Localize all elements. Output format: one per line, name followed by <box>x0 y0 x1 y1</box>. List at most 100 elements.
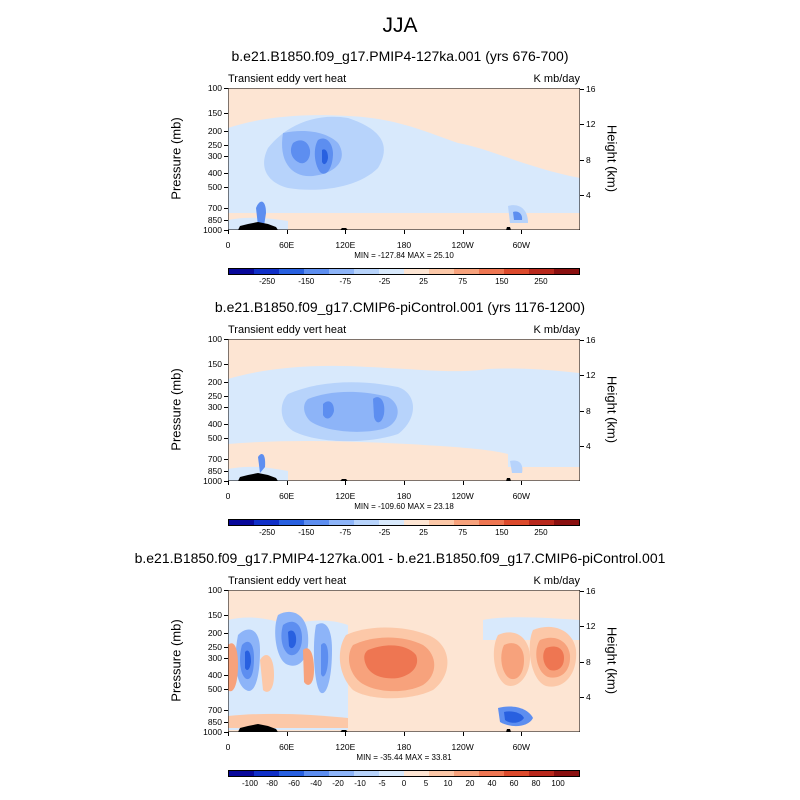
panel-2-ylabel-right: Height (km) <box>604 375 620 444</box>
panel-3-lon-tick-mark <box>404 732 405 736</box>
colorbar-swatch <box>304 269 329 274</box>
panel-1-colorbar-tick-label: -25 <box>378 277 391 286</box>
panel-2-pressure-tick-label: 200 <box>207 376 222 387</box>
panel-2-pressure-tick-label: 250 <box>207 390 222 401</box>
panel-3-height-tick-mark <box>580 591 584 593</box>
panel-1-colorbar-tick-label: 150 <box>495 277 509 286</box>
colorbar-swatch <box>379 269 404 274</box>
panel-3-lon-tick-mark <box>462 732 464 736</box>
panel-1-pressure-tick-label: 500 <box>207 182 222 193</box>
panel-3-pressure-tick-label: 150 <box>207 610 222 620</box>
panel-2-height-tick-mark <box>580 375 584 377</box>
panel-2-lon-tick-label: 120E <box>335 491 356 501</box>
colorbar-swatch <box>279 771 304 776</box>
panel-3-pressure-tick-mark <box>224 590 228 591</box>
panel-3-colorbar-tick-label: -60 <box>288 779 300 788</box>
panel-1-height-tick-label: 4 <box>586 189 591 200</box>
panel-2-lon-tick-mark <box>345 481 347 485</box>
panel-2-height-tick-mark <box>580 340 584 342</box>
panel-2-pressure-tick-label: 500 <box>207 433 222 444</box>
panel-2-pressure-tick-label: 850 <box>207 465 222 476</box>
panel-3-pressure-tick-mark <box>224 732 228 733</box>
panel-2-pressure-tick-mark <box>224 424 228 426</box>
panel-2-lon-tick-mark <box>286 481 288 485</box>
colorbar-swatch <box>329 520 354 525</box>
colorbar-swatch <box>379 771 404 776</box>
panel-2-colorbar-tick-label: -150 <box>298 528 315 537</box>
panel-2-height-tick-label: 8 <box>586 405 591 416</box>
panel-3-colorbar-tick-label: 100 <box>551 779 565 788</box>
panel-3-pressure-tick-label: 200 <box>207 627 222 638</box>
panel-2-pressure-tick-mark <box>224 481 228 482</box>
panel-1-colorbar-tick-label: -75 <box>339 277 352 286</box>
panel-1-height-tick-label: 8 <box>586 154 591 165</box>
panel-1-colorbar-tick-label: -150 <box>298 277 315 286</box>
panel-2-colorbar-tick-label: 250 <box>534 528 548 537</box>
panel-2-height-tick-mark <box>580 445 584 447</box>
panel-2-pressure-tick-mark <box>224 395 228 397</box>
panel-1-height-tick-label: 16 <box>586 84 596 95</box>
panel-1-lon-tick-label: 120W <box>451 240 474 250</box>
panel-1-lon-tick-mark <box>404 230 405 234</box>
colorbar-swatch <box>354 520 379 525</box>
panel-2-height-tick-label: 12 <box>586 370 596 381</box>
colorbar-swatch <box>504 771 529 776</box>
panel-3-colorbar-tick-label: 60 <box>509 779 519 788</box>
colorbar-swatch <box>479 520 504 525</box>
panel-2-pressure-tick-mark <box>224 406 228 408</box>
panel-1-height-tick-mark <box>580 89 584 91</box>
panel-1-pressure-tick-mark <box>224 155 228 157</box>
colorbar-swatch <box>529 269 554 274</box>
panel-2-minmax: MIN = -109.60 MAX = 23.18 <box>354 502 454 511</box>
panel-1-lon-tick-label: 180 <box>396 240 412 250</box>
panel-1-colorbar <box>228 268 580 275</box>
figure-title: JJA <box>382 14 418 37</box>
panel-3-pressure-tick-mark <box>224 721 228 723</box>
panel-3-colorbar-tick-label: 10 <box>443 779 453 788</box>
colorbar-swatch <box>229 269 254 274</box>
colorbar-swatch <box>529 520 554 525</box>
panel-1-pressure-tick-mark <box>224 144 228 146</box>
panel-2-lon-tick-label: 0 <box>225 491 231 501</box>
colorbar-swatch <box>279 269 304 274</box>
panel-3-colorbar-tick-label: -10 <box>354 779 366 788</box>
panel-1-lon-tick-label: 120E <box>335 240 356 250</box>
colorbar-swatch <box>554 269 579 274</box>
panel-1-lon-tick-mark <box>521 230 523 234</box>
panel-2-pressure-tick-mark <box>224 470 228 472</box>
colorbar-swatch <box>404 269 429 274</box>
panel-2-pressure-tick-label: 400 <box>207 419 222 430</box>
colorbar-swatch <box>404 520 429 525</box>
panel-1-pressure-tick-mark <box>224 230 228 231</box>
panel-3-pressure-tick-label: 400 <box>207 670 222 681</box>
panel-3-ylabel-right: Height (km) <box>604 626 620 695</box>
colorbar-swatch <box>329 269 354 274</box>
panel-3-pressure-tick-label: 1000 <box>203 727 222 737</box>
panel-2-colorbar-tick-label: -25 <box>378 528 391 537</box>
colorbar-swatch <box>429 520 454 525</box>
panel-2-units-label: K mb/day <box>533 324 580 336</box>
panel-2-pressure-tick-label: 700 <box>207 454 222 464</box>
panel-2-pressure-tick-mark <box>224 339 228 340</box>
panel-2-pressure-tick-mark <box>224 364 228 365</box>
panel-2-pressure-tick-label: 100 <box>207 334 222 344</box>
panel-1-pressure-tick-mark <box>224 113 228 114</box>
panel-1-height-tick-label: 12 <box>586 119 596 130</box>
panel-1-pressure-tick-mark <box>224 219 228 221</box>
colorbar-swatch <box>279 520 304 525</box>
panel-2-height-tick-mark <box>580 410 584 412</box>
panel-2-lon-tick-mark <box>228 481 229 485</box>
panel-3-pressure-tick-label: 700 <box>207 705 222 715</box>
colorbar-swatch <box>529 771 554 776</box>
panel-1-colorbar-tick-label: -250 <box>259 277 276 286</box>
panel-1-pressure-tick-label: 400 <box>207 168 222 179</box>
panel-3-height-tick-mark <box>580 661 584 663</box>
panel-3-ylabel: Pressure (mb) <box>168 619 184 702</box>
colorbar-swatch <box>304 520 329 525</box>
panel-1-colorbar-tick-label: 25 <box>419 277 428 286</box>
panel-3-colorbar-tick-label: 5 <box>423 779 429 788</box>
panel-1-pressure-tick-mark <box>224 130 228 132</box>
panel-3-colorbar-tick-label: -5 <box>378 779 386 788</box>
panel-2-lon-tick-label: 120W <box>451 491 474 501</box>
colorbar-swatch <box>379 520 404 525</box>
